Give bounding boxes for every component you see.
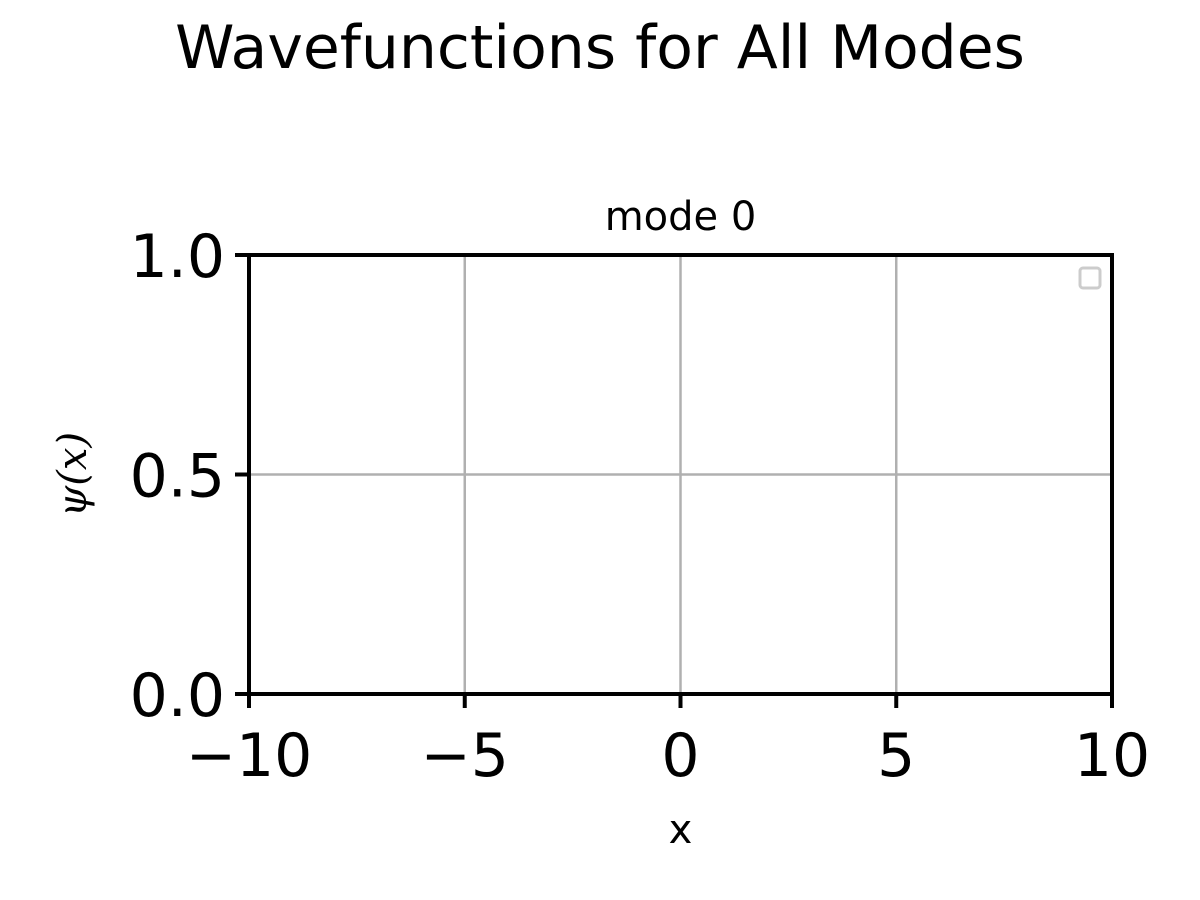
x-tick-label: −10 bbox=[186, 721, 313, 791]
x-tick-label: −5 bbox=[421, 721, 509, 791]
legend bbox=[1078, 266, 1102, 290]
figure-suptitle: Wavefunctions for All Modes bbox=[175, 13, 1025, 83]
y-axis-label: ψ(x) bbox=[50, 432, 96, 517]
y-tick-label: 0.0 bbox=[130, 661, 225, 731]
plot-axes: −10 −5 0 5 10 0.0 0.5 1.0 bbox=[130, 222, 1151, 791]
x-tick-label: 10 bbox=[1074, 721, 1150, 791]
x-axis-label: x bbox=[669, 807, 693, 853]
y-tick-label: 0.5 bbox=[130, 442, 225, 512]
y-tick-label: 1.0 bbox=[130, 222, 225, 292]
axes-title: mode 0 bbox=[605, 194, 757, 240]
legend-box bbox=[1078, 266, 1102, 290]
x-tick-label: 0 bbox=[661, 721, 699, 791]
y-ticks: 0.0 0.5 1.0 bbox=[130, 222, 249, 731]
x-ticks: −10 −5 0 5 10 bbox=[186, 694, 1150, 791]
x-tick-label: 5 bbox=[877, 721, 915, 791]
